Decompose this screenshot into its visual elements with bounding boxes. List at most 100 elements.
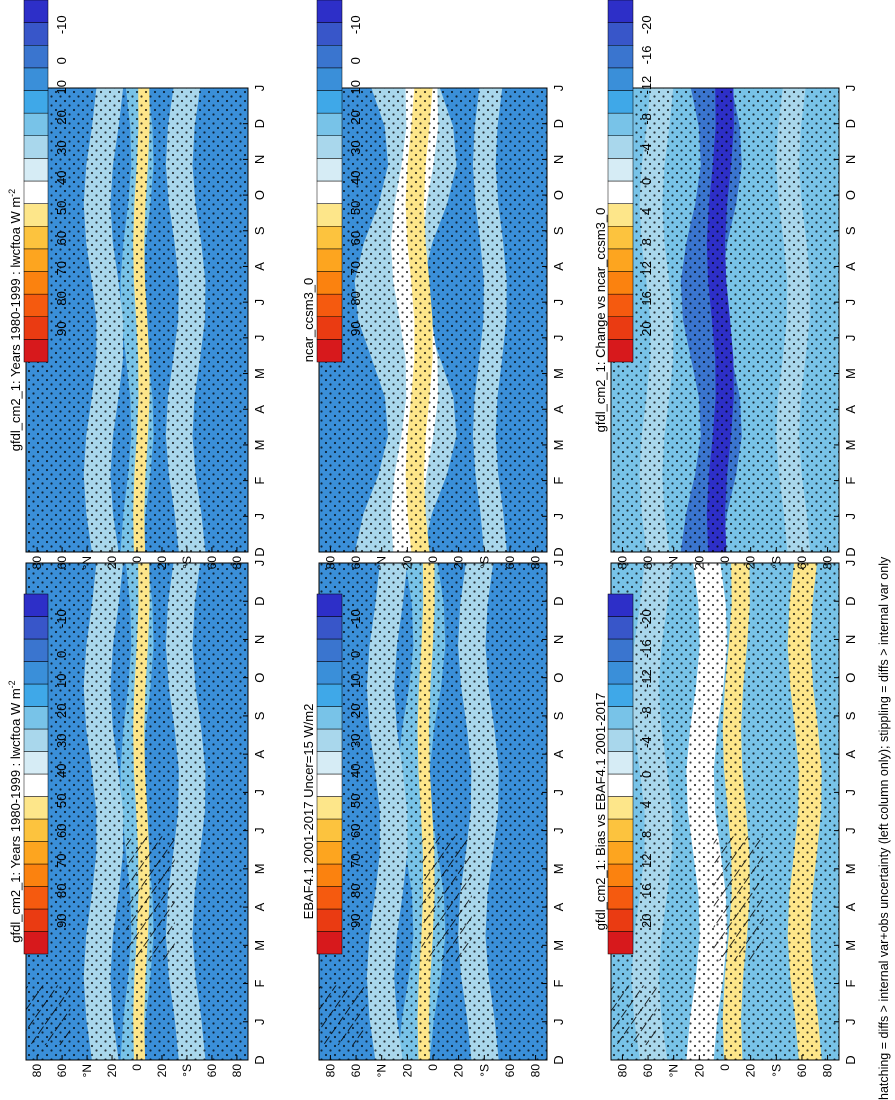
month-tick-label: N xyxy=(843,155,858,164)
colorbar-swatch xyxy=(607,0,634,23)
colorbar-label: 90 xyxy=(54,321,69,335)
colorbar-label: 30 xyxy=(54,140,69,154)
colorbar-swatch xyxy=(607,316,634,340)
colorbar-swatch xyxy=(23,112,49,136)
latitude-tick-label: 80 xyxy=(30,1064,44,1078)
month-tick-label: J xyxy=(252,85,267,92)
colorbar-swatch xyxy=(607,45,634,69)
month-tick-label: M xyxy=(551,863,566,874)
colorbar-label: 70 xyxy=(54,261,69,275)
month-tick-label: J xyxy=(843,1019,858,1026)
colorbar-swatch xyxy=(316,203,343,227)
colorbar-label: 40 xyxy=(54,171,69,185)
figure-footer: hatching = diffs > internal var+obs unce… xyxy=(877,556,891,1100)
month-tick-label: M xyxy=(843,863,858,874)
colorbar-swatch xyxy=(316,796,343,820)
month-tick-label: F xyxy=(551,477,566,485)
month-tick-label: J xyxy=(252,560,267,567)
colorbar-swatch xyxy=(316,112,343,136)
latitude-tick-label: 20 xyxy=(155,1064,169,1078)
colorbar-swatch xyxy=(23,22,49,46)
colorbar-swatch xyxy=(607,773,634,797)
latitude-tick-label: 80 xyxy=(529,556,543,570)
month-tick-label: M xyxy=(551,368,566,379)
latitude-tick-label: 60 xyxy=(205,1064,219,1078)
colorbar-swatch xyxy=(607,248,634,272)
colorbar-label: 90 xyxy=(348,914,363,928)
latitude-tick-label: 80 xyxy=(323,1064,337,1078)
latitude-tick-label: 0 xyxy=(718,556,732,563)
colorbar: 90 80 70 60 50 40 30 20 10 0 -10 xyxy=(316,0,363,363)
colorbar-swatch xyxy=(316,226,343,250)
colorbar-swatch xyxy=(316,751,343,775)
latitude-tick-label: 0 xyxy=(426,1064,440,1071)
colorbar-swatch xyxy=(607,22,634,46)
colorbar-label: 40 xyxy=(54,764,69,778)
colorbar-swatch xyxy=(607,293,634,317)
colorbar-swatch xyxy=(607,67,634,91)
month-tick-label: N xyxy=(551,155,566,164)
colorbar-swatch xyxy=(23,706,49,730)
colorbar-swatch xyxy=(23,226,49,250)
stippling-overlay xyxy=(319,563,547,1060)
latitude-tick-label: 0 xyxy=(130,1064,144,1071)
colorbar-swatch xyxy=(607,841,634,865)
colorbar-swatch xyxy=(607,135,634,159)
latitude-tick-label: 80 xyxy=(821,556,835,570)
colorbar-swatch xyxy=(316,22,343,46)
panel-3: D J F M A M J J A S O N D J 80 60 °N 20 0 20 °S 60 80 EBAF4.1 2… xyxy=(301,560,566,1078)
month-tick-label: J xyxy=(843,827,858,834)
month-tick-label: O xyxy=(551,190,566,200)
colorbar-swatch xyxy=(316,841,343,865)
colorbar-label: 30 xyxy=(348,140,363,154)
month-tick-label: D xyxy=(843,547,858,556)
colorbar-swatch xyxy=(607,616,634,640)
month-tick-label: D xyxy=(551,119,566,128)
colorbar-label: 10 xyxy=(348,674,363,688)
month-tick-label: J xyxy=(252,789,267,796)
month-tick-label: M xyxy=(252,863,267,874)
colorbar-label: -16 xyxy=(639,46,654,65)
colorbar-label: -16 xyxy=(639,639,654,658)
month-tick-label: D xyxy=(252,119,267,128)
colorbar-label: 60 xyxy=(348,231,363,245)
colorbar-swatch xyxy=(607,271,634,295)
month-tick-label: N xyxy=(252,635,267,644)
colorbar-swatch xyxy=(316,248,343,272)
colorbar-swatch xyxy=(607,706,634,730)
colorbar-swatch xyxy=(23,683,49,707)
colorbar-swatch xyxy=(316,683,343,707)
colorbar-swatch xyxy=(607,112,634,136)
month-tick-label: A xyxy=(252,902,267,911)
colorbar-swatch xyxy=(23,773,49,797)
month-tick-label: F xyxy=(252,477,267,485)
colorbar-label: 12 xyxy=(639,854,654,868)
colorbar-swatch xyxy=(316,271,343,295)
month-tick-label: A xyxy=(843,262,858,271)
latitude-tick-label: 20 xyxy=(744,556,758,570)
latitude-tick-label: 60 xyxy=(641,1064,655,1078)
colorbar-swatch xyxy=(23,180,49,204)
latitude-tick-label: 60 xyxy=(795,1064,809,1078)
panel-1: D J F M A M J J A S O N D J 80 60 °N 20 0 20 °S 60 80 gfdl_cm2_… xyxy=(7,560,267,1078)
month-tick-label: F xyxy=(843,980,858,988)
colorbar-label: -20 xyxy=(639,15,654,34)
colorbar-swatch xyxy=(316,728,343,752)
month-tick-label: J xyxy=(252,827,267,834)
colorbar-swatch xyxy=(23,886,49,910)
latitude-tick-label: 20 xyxy=(452,1064,466,1078)
latitude-tick-label: °S xyxy=(769,1064,783,1077)
month-tick-label: S xyxy=(551,711,566,720)
colorbar-swatch xyxy=(316,931,343,955)
month-tick-label: J xyxy=(551,299,566,306)
colorbar-swatch xyxy=(607,203,634,227)
colorbar-swatch xyxy=(607,886,634,910)
month-tick-label: D xyxy=(551,547,566,556)
latitude-tick-label: °N xyxy=(375,556,389,569)
latitude-tick-label: 0 xyxy=(718,1064,732,1071)
latitude-tick-label: °S xyxy=(769,556,783,569)
latitude-tick-label: 20 xyxy=(155,556,169,570)
latitude-tick-label: 60 xyxy=(503,556,517,570)
colorbar-label: 60 xyxy=(348,824,363,838)
